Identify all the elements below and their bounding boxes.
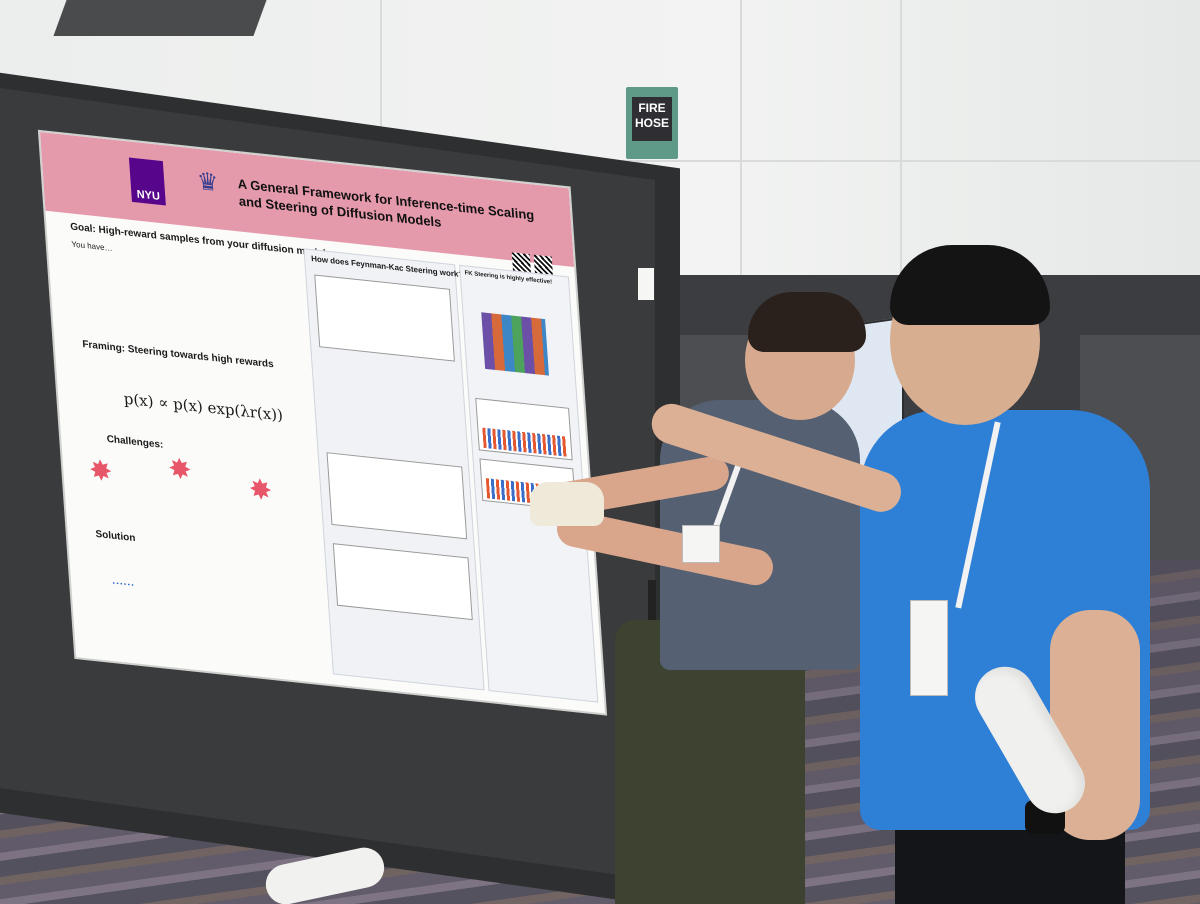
takeout-box <box>530 482 604 526</box>
person1-badge <box>682 525 720 563</box>
poster-title: A General Framework for Inference-time S… <box>237 176 535 230</box>
qr-code-icon <box>533 254 553 275</box>
starburst-icon: ✸ <box>87 453 114 488</box>
poster-equation: p(x) ∝ p(x) exp(λr(x)) <box>123 389 284 425</box>
person1-hair <box>748 292 866 352</box>
ceiling-beam <box>53 0 267 36</box>
fire-hose-sign: FIRE HOSE <box>626 87 678 159</box>
poster-mid-heading: How does Feynman-Kac Steering work? <box>310 254 464 280</box>
poster-middle-column: How does Feynman-Kac Steering work? <box>303 248 485 691</box>
starburst-icon: ✸ <box>247 472 274 507</box>
qr-code-icon <box>511 252 531 273</box>
person2-hair <box>890 245 1050 325</box>
research-poster: NYU ♛ A General Framework for Inference-… <box>40 132 605 714</box>
nyu-logo: NYU <box>128 157 166 206</box>
poster-solution: Solution <box>95 528 136 545</box>
starburst-icon: ✸ <box>167 452 193 487</box>
poster-bar-chart <box>475 397 573 461</box>
poster-you-have: You have… <box>71 239 113 254</box>
sign-line-1: FIRE <box>638 101 666 115</box>
sign-line-2: HOSE <box>634 116 669 130</box>
columbia-logo: ♛ <box>196 167 220 198</box>
fire-hose-sign-text: FIRE HOSE <box>632 97 672 141</box>
poster-bullet-list: • • • • • • <box>112 580 134 590</box>
poster-image-grid <box>481 312 549 376</box>
person2-badge <box>910 600 948 696</box>
poster-left-column: Goal: High-reward samples from your diff… <box>52 213 326 673</box>
wall-seam <box>740 0 742 330</box>
poster-board-leg <box>648 580 656 640</box>
poster-table <box>326 452 468 540</box>
poster-right-heading: FK Steering is highly effective! <box>464 270 553 286</box>
poster-bars <box>482 427 568 457</box>
poster-figure <box>332 543 473 621</box>
wall-seam <box>900 0 902 330</box>
poster-figure <box>314 274 455 362</box>
board-number-tag <box>638 268 654 300</box>
poster-framing: Framing: Steering towards high rewards <box>82 338 275 371</box>
poster-challenges: Challenges: <box>106 433 164 451</box>
